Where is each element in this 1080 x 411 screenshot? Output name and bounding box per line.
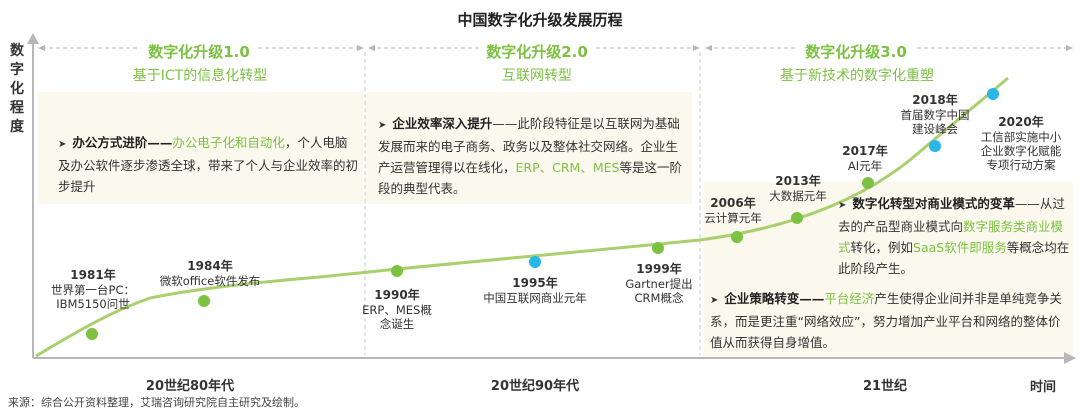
event-dot-2013 xyxy=(791,212,803,224)
era-1980s: 20世纪80年代 xyxy=(145,379,235,394)
stage2-name: 数字化升级2.0 xyxy=(486,43,588,61)
stage2-panel xyxy=(366,92,692,204)
page-title: 中国数字化升级发展历程 xyxy=(457,11,623,29)
bullet-icon: ➤ xyxy=(838,200,847,211)
x-axis-arrow xyxy=(1064,352,1076,364)
event-dot-1984 xyxy=(198,295,210,307)
stage2-description: ➤ 企业效率深入提升——此阶段特征是以互联网为基础发展而来的电子商务、政务以及整体… xyxy=(378,116,682,196)
era-21st-century: 21世纪 xyxy=(862,379,908,394)
event-dot-1999 xyxy=(652,242,664,254)
event-2020: 2020年 工信部实施中小 企业数字化赋能 专项行动方案 xyxy=(980,115,1062,172)
bullet-icon: ➤ xyxy=(710,295,719,306)
source-note: 来源：综合公开资料整理，艾瑞咨询研究院自主研究及绘制。 xyxy=(8,396,305,409)
stage1-description: ➤ 办公方式进阶——办公电子化和自动化，个人电脑及办公软件逐步渗透全球，带来了个人… xyxy=(58,135,359,194)
event-dot-1990 xyxy=(391,265,403,277)
stage2-subtitle: 互联网转型 xyxy=(502,68,572,84)
era-1990s: 20世纪90年代 xyxy=(490,379,580,394)
stage1-subtitle: 基于ICT的信息化转型 xyxy=(132,68,268,84)
stage1-name: 数字化升级1.0 xyxy=(148,43,250,61)
bullet-icon: ➤ xyxy=(378,120,387,131)
event-dot-1981 xyxy=(86,328,98,340)
event-2017: 2017年 AI元年 xyxy=(842,144,888,173)
stage1-panel xyxy=(38,92,363,204)
event-2006: 2006年 云计算元年 xyxy=(704,196,762,225)
event-2013: 2013年 大数据元年 xyxy=(769,174,827,203)
growth-curve xyxy=(35,76,1009,358)
stage3-subtitle: 基于新技术的数字化重塑 xyxy=(780,68,934,84)
stage3-description-1: ➤ 数字化转型对商业模式的变革——从过去的产品型商业模式向数字服务类商业模式转化，… xyxy=(838,196,1070,276)
event-1999: 1999年 Gartner提出 CRM概念 xyxy=(625,262,693,305)
event-1990: 1990年 ERP、MES概 念诞生 xyxy=(362,288,432,331)
bullet-icon: ➤ xyxy=(58,139,67,150)
event-dot-2020 xyxy=(987,88,999,100)
event-1984: 1984年 微软office软件发布 xyxy=(159,259,261,288)
event-1995: 1995年 中国互联网商业元年 xyxy=(483,276,587,305)
stage3-panel xyxy=(703,182,1073,359)
y-axis-arrow xyxy=(27,33,39,44)
stage3-name: 数字化升级3.0 xyxy=(805,43,907,61)
y-axis-label: 数字化程度 xyxy=(10,43,24,135)
event-dot-2017 xyxy=(862,177,874,189)
event-dot-2018 xyxy=(929,140,941,152)
event-2018: 2018年 首届数字中国 建设峰会 xyxy=(900,93,970,136)
x-axis-label: 时间 xyxy=(1030,380,1057,395)
stage3-description-2: ➤ 企业策略转变——平台经济产生使得企业间并非是单纯竞争关系，而是更注重“网络效应… xyxy=(710,291,1062,350)
event-1981: 1981年 世界第一台PC： IBM5150问世 xyxy=(51,268,135,311)
event-dot-2006 xyxy=(731,231,743,243)
event-dot-1995 xyxy=(529,256,541,268)
